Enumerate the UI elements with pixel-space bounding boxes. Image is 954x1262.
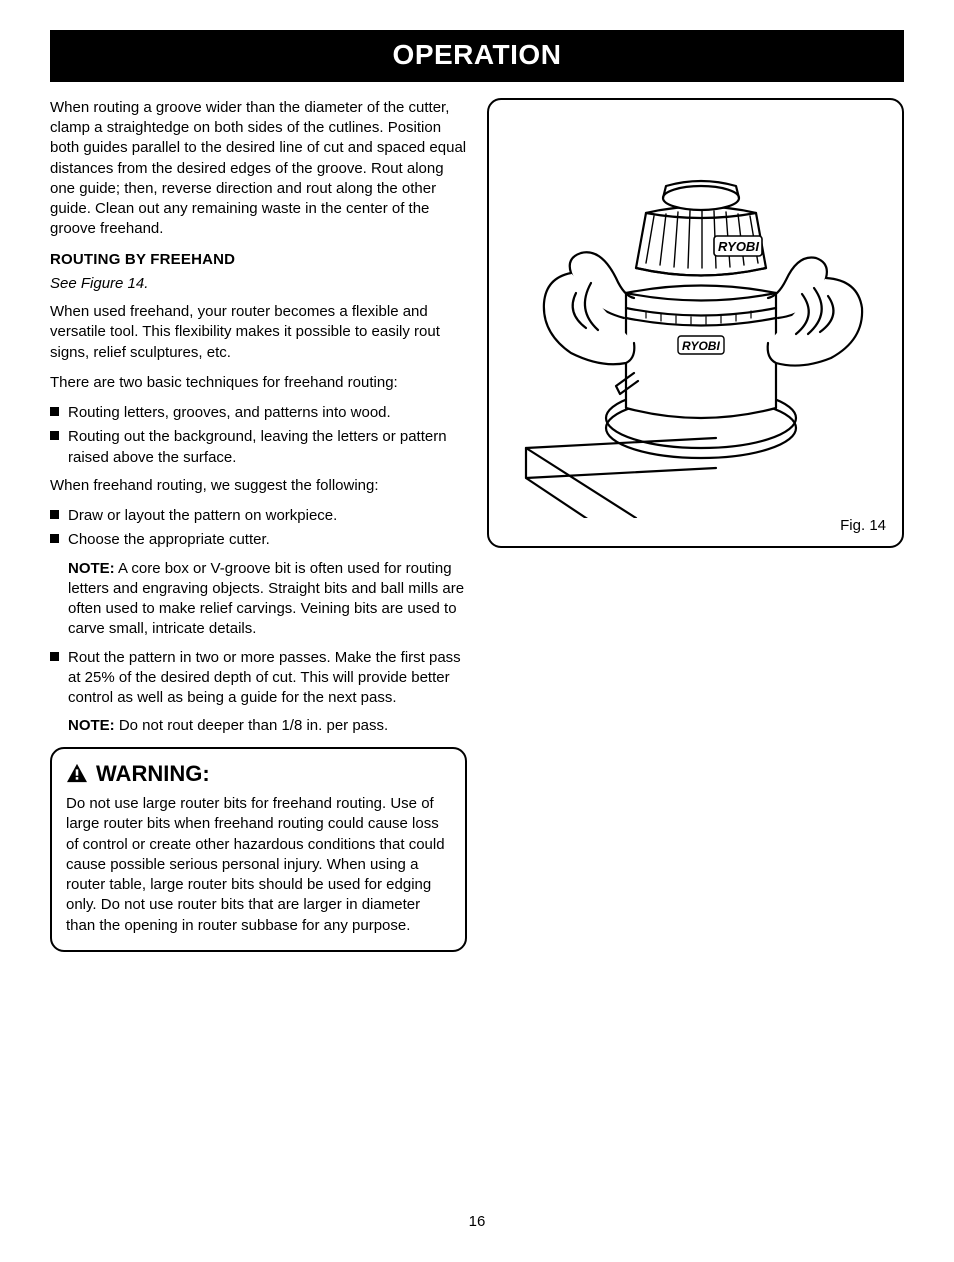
freehand-para-1: When used freehand, your router becomes … [50, 302, 467, 363]
list-item: Routing letters, grooves, and patterns i… [50, 403, 467, 423]
list-item: Routing out the background, leaving the … [50, 427, 467, 468]
brand-label-body: RYOBI [682, 339, 720, 353]
warning-text: Do not use large router bits for freehan… [66, 794, 451, 936]
subheading-routing-freehand: ROUTING BY FREEHAND [50, 250, 467, 270]
note-label: NOTE: [68, 560, 115, 577]
intro-paragraph: When routing a groove wider than the dia… [50, 98, 467, 240]
list-item: Choose the appropriate cutter. [50, 530, 467, 550]
note-2: NOTE: Do not rout deeper than 1/8 in. pe… [50, 716, 467, 736]
figure-caption: Fig. 14 [840, 516, 886, 536]
two-column-layout: When routing a groove wider than the dia… [50, 98, 904, 952]
technique-list: Routing letters, grooves, and patterns i… [50, 403, 467, 468]
note-text: Do not rout deeper than 1/8 in. per pass… [115, 717, 389, 734]
note-label: NOTE: [68, 717, 115, 734]
section-title-bar: OPERATION [50, 30, 904, 82]
router-illustration: RYOBI RYOBI [516, 118, 876, 518]
see-figure-reference: See Figure 14. [50, 274, 467, 294]
suggestion-list: Draw or layout the pattern on workpiece.… [50, 506, 467, 551]
warning-header: WARNING: [66, 759, 451, 789]
left-column: When routing a groove wider than the dia… [50, 98, 467, 952]
section-title: OPERATION [393, 39, 562, 70]
note-1: NOTE: A core box or V-groove bit is ofte… [50, 559, 467, 640]
list-item: Draw or layout the pattern on workpiece. [50, 506, 467, 526]
page-number: 16 [50, 1212, 904, 1232]
freehand-para-3: When freehand routing, we suggest the fo… [50, 476, 467, 496]
figure-14-box: RYOBI RYOBI Fig. 14 [487, 98, 904, 548]
list-item: Rout the pattern in two or more passes. … [50, 648, 467, 709]
right-column: RYOBI RYOBI Fig. 14 [487, 98, 904, 952]
brand-label-top: RYOBI [718, 239, 759, 254]
freehand-para-2: There are two basic techniques for freeh… [50, 373, 467, 393]
warning-box: WARNING: Do not use large router bits fo… [50, 747, 467, 952]
note-text: A core box or V-groove bit is often used… [68, 560, 464, 638]
warning-title: WARNING: [96, 759, 210, 789]
warning-triangle-icon [66, 763, 88, 783]
pass-list: Rout the pattern in two or more passes. … [50, 648, 467, 709]
